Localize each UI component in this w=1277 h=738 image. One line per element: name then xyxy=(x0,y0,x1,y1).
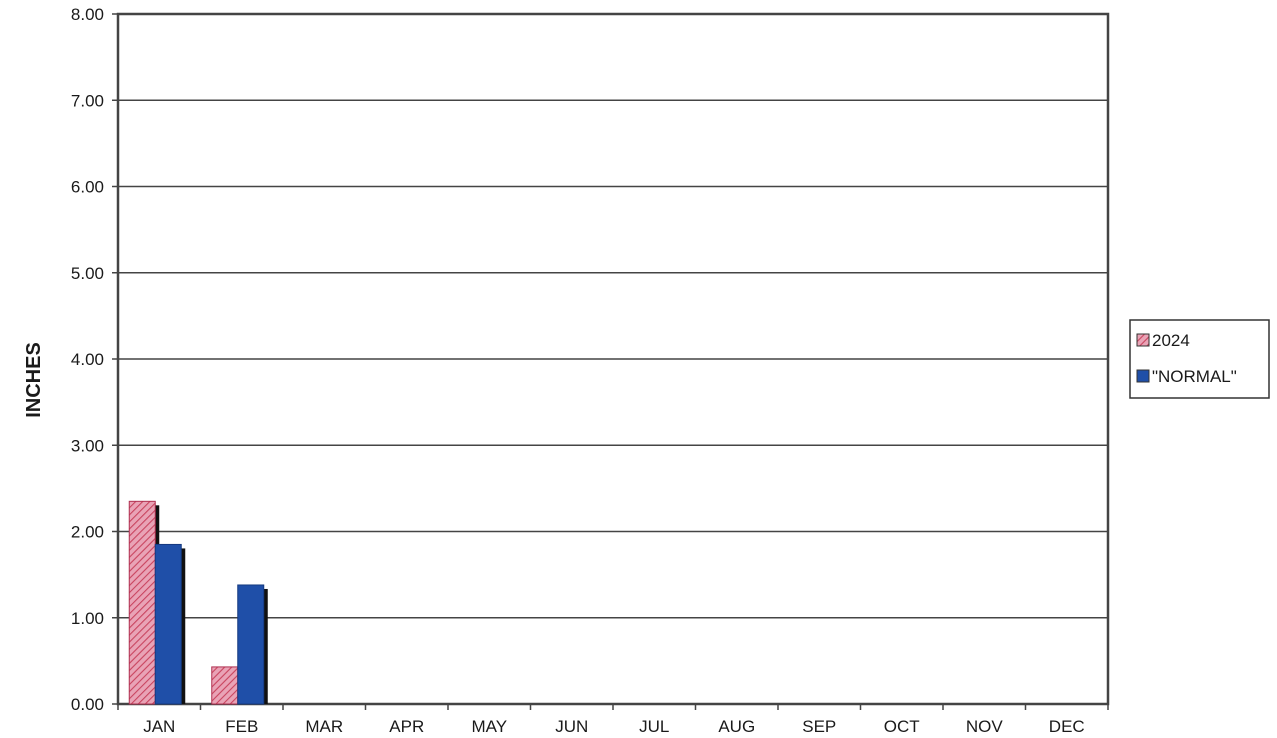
x-axis-ticks: JAN FEB MAR APR MAY JUN JUL AUG SEP OCT NOV DEC xyxy=(117,704,1109,736)
x-tick-label: NOV xyxy=(966,717,1004,736)
x-tick-label: APR xyxy=(389,717,424,736)
y-axis-title: INCHES xyxy=(23,342,45,418)
x-tick-label: OCT xyxy=(884,717,920,736)
gridlines xyxy=(118,99,1108,619)
x-tick-label: FEB xyxy=(225,717,258,736)
x-tick-label: DEC xyxy=(1049,717,1085,736)
bar-2024-feb xyxy=(211,666,239,705)
y-tick-label: 8.00 xyxy=(71,5,104,24)
x-tick-label: JUN xyxy=(555,717,588,736)
y-tick-label: 5.00 xyxy=(71,264,104,283)
y-axis-ticks: 0.00 1.00 2.00 3.00 4.00 5.00 6.00 7.00 8.00 xyxy=(71,5,118,714)
legend-swatch-normal xyxy=(1136,369,1150,383)
y-tick-label: 0.00 xyxy=(71,695,104,714)
bar-normal-jan xyxy=(154,543,182,705)
legend-swatch-2024 xyxy=(1136,333,1150,347)
legend-box xyxy=(1129,319,1270,399)
y-tick-label: 6.00 xyxy=(71,178,104,197)
x-tick-label: JUL xyxy=(639,717,669,736)
legend: 2024 "NORMAL" xyxy=(1129,319,1270,399)
x-tick-label: MAY xyxy=(471,717,507,736)
legend-label-2024: 2024 xyxy=(1152,331,1190,350)
bars xyxy=(128,500,268,705)
bar-2024-jan xyxy=(128,500,156,705)
y-tick-label: 7.00 xyxy=(71,91,104,110)
y-tick-label: 1.00 xyxy=(71,609,104,628)
legend-label-normal: "NORMAL" xyxy=(1152,367,1237,386)
y-tick-label: 4.00 xyxy=(71,350,104,369)
x-tick-label: SEP xyxy=(802,717,836,736)
x-tick-label: AUG xyxy=(718,717,755,736)
y-tick-label: 3.00 xyxy=(71,436,104,455)
x-tick-label: JAN xyxy=(143,717,175,736)
y-tick-label: 2.00 xyxy=(71,523,104,542)
x-tick-label: MAR xyxy=(305,717,343,736)
bar-normal-feb xyxy=(237,584,265,705)
